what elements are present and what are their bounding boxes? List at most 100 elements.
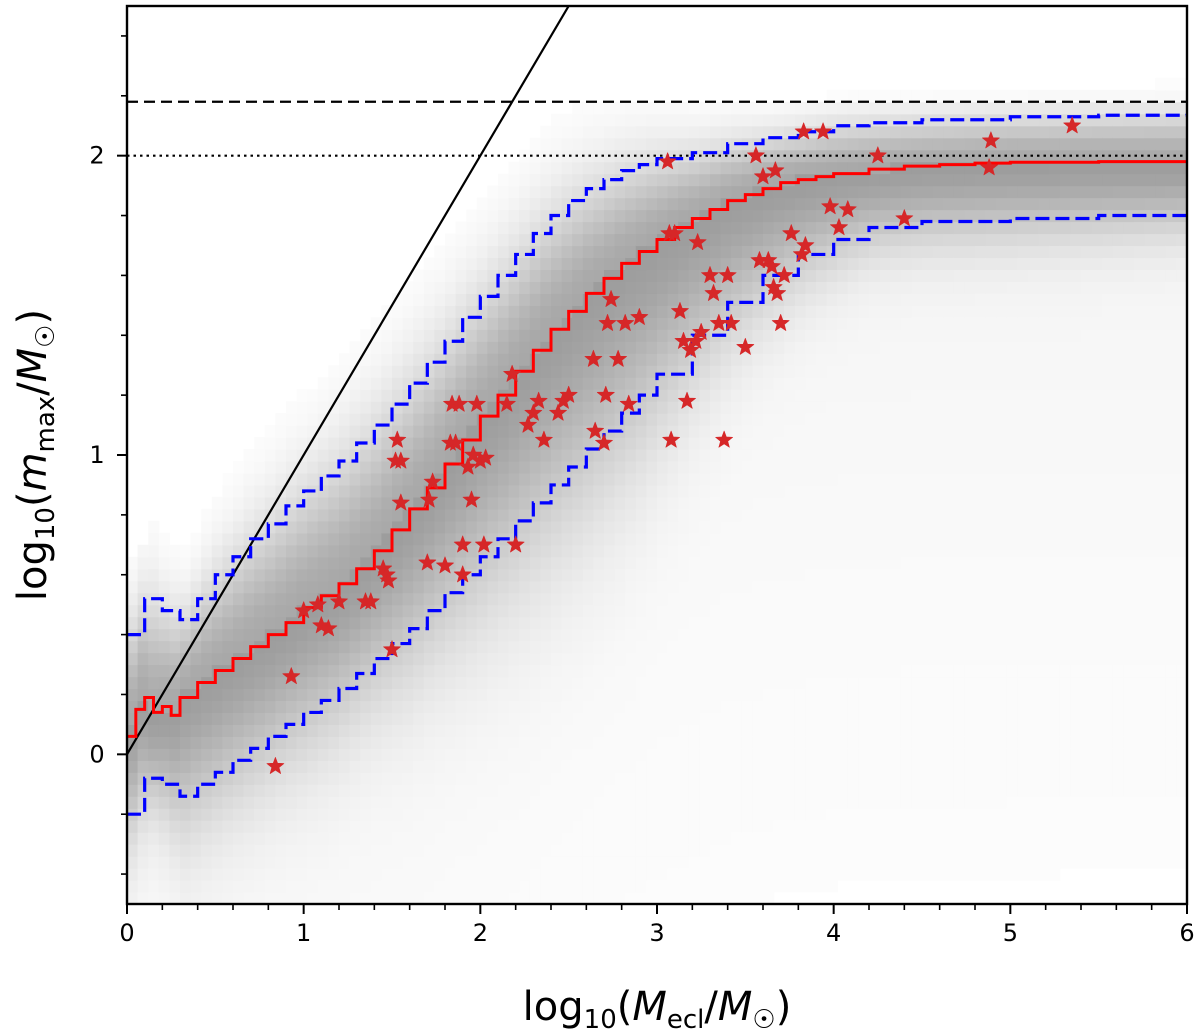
density-cell <box>381 365 393 378</box>
density-cell <box>593 832 605 845</box>
density-cell <box>667 724 679 737</box>
density-cell <box>455 616 467 630</box>
density-cell <box>222 496 234 510</box>
density-cell <box>996 580 1008 594</box>
density-cell <box>551 532 563 546</box>
density-cell <box>975 484 987 498</box>
density-cell <box>1006 425 1018 438</box>
density-cell <box>508 317 520 330</box>
density-cell <box>805 377 817 390</box>
density-cell <box>635 293 647 306</box>
density-cell <box>1017 305 1029 318</box>
density-cell <box>869 257 881 271</box>
density-cell <box>667 197 679 211</box>
density-cell <box>625 544 637 558</box>
density-cell <box>932 365 944 378</box>
density-cell <box>201 604 213 618</box>
density-cell <box>148 712 160 725</box>
density-cell <box>900 197 912 211</box>
density-cell <box>752 616 764 630</box>
density-cell <box>328 556 340 570</box>
density-cell <box>370 676 382 690</box>
density-cell <box>752 508 764 522</box>
density-cell <box>508 161 520 175</box>
density-cell <box>614 784 626 797</box>
density-cell <box>667 832 679 845</box>
density-cell <box>953 472 965 486</box>
density-cell <box>741 772 753 785</box>
density-cell <box>519 185 531 199</box>
density-cell <box>1006 113 1018 127</box>
density-cell <box>975 125 987 139</box>
density-cell <box>837 736 849 749</box>
density-cell <box>243 628 255 642</box>
density-cell <box>339 353 351 366</box>
density-cell <box>657 221 669 235</box>
density-cell <box>476 257 488 271</box>
density-cell <box>339 832 351 845</box>
density-cell <box>731 425 743 438</box>
density-cell <box>752 113 764 127</box>
density-cell <box>635 544 647 558</box>
density-cell <box>699 125 711 139</box>
density-cell <box>1028 293 1040 306</box>
density-cell <box>498 856 510 869</box>
density-cell <box>1006 137 1018 151</box>
density-cell <box>1049 544 1061 558</box>
density-cell <box>752 520 764 534</box>
density-cell <box>582 796 594 809</box>
density-cell <box>1017 640 1029 654</box>
density-cell <box>646 616 658 630</box>
density-cell <box>413 460 425 474</box>
density-cell <box>625 281 637 294</box>
density-cell <box>127 724 139 737</box>
density-cell <box>996 772 1008 785</box>
density-cell <box>614 580 626 594</box>
density-cell <box>678 592 690 606</box>
density-cell <box>985 293 997 306</box>
density-cell <box>635 844 647 857</box>
density-cell <box>1049 472 1061 486</box>
density-cell <box>169 760 181 773</box>
density-cell <box>487 820 499 833</box>
density-cell <box>1049 652 1061 666</box>
density-cell <box>784 269 796 282</box>
density-cell <box>964 305 976 318</box>
density-cell <box>561 616 573 630</box>
density-cell <box>540 880 552 893</box>
density-cell <box>763 389 775 402</box>
density-cell <box>985 425 997 438</box>
density-cell <box>1017 341 1029 354</box>
density-cell <box>561 784 573 797</box>
density-cell <box>911 616 923 630</box>
density-cell <box>625 712 637 725</box>
density-cell <box>392 580 404 594</box>
density-cell <box>370 616 382 630</box>
density-cell <box>890 197 902 211</box>
density-cell <box>837 712 849 725</box>
density-cell <box>922 808 934 821</box>
density-cell <box>307 868 319 881</box>
density-cell <box>434 724 446 737</box>
density-cell <box>307 592 319 606</box>
density-cell <box>964 568 976 582</box>
density-cell <box>593 449 605 462</box>
density-cell <box>466 329 478 342</box>
density-cell <box>635 353 647 366</box>
density-cell <box>360 520 372 534</box>
density-cell <box>604 784 616 797</box>
density-cell <box>487 197 499 211</box>
density-cell <box>158 892 170 904</box>
density-cell <box>264 676 276 690</box>
density-cell <box>710 676 722 690</box>
density-cell <box>286 413 298 426</box>
density-cell <box>657 484 669 498</box>
density-cell <box>614 688 626 702</box>
density-cell <box>996 449 1008 462</box>
density-cell <box>964 796 976 809</box>
density-cell <box>275 676 287 690</box>
density-cell <box>667 353 679 366</box>
density-cell <box>614 844 626 857</box>
density-cell <box>975 532 987 546</box>
density-cell <box>1038 269 1050 282</box>
